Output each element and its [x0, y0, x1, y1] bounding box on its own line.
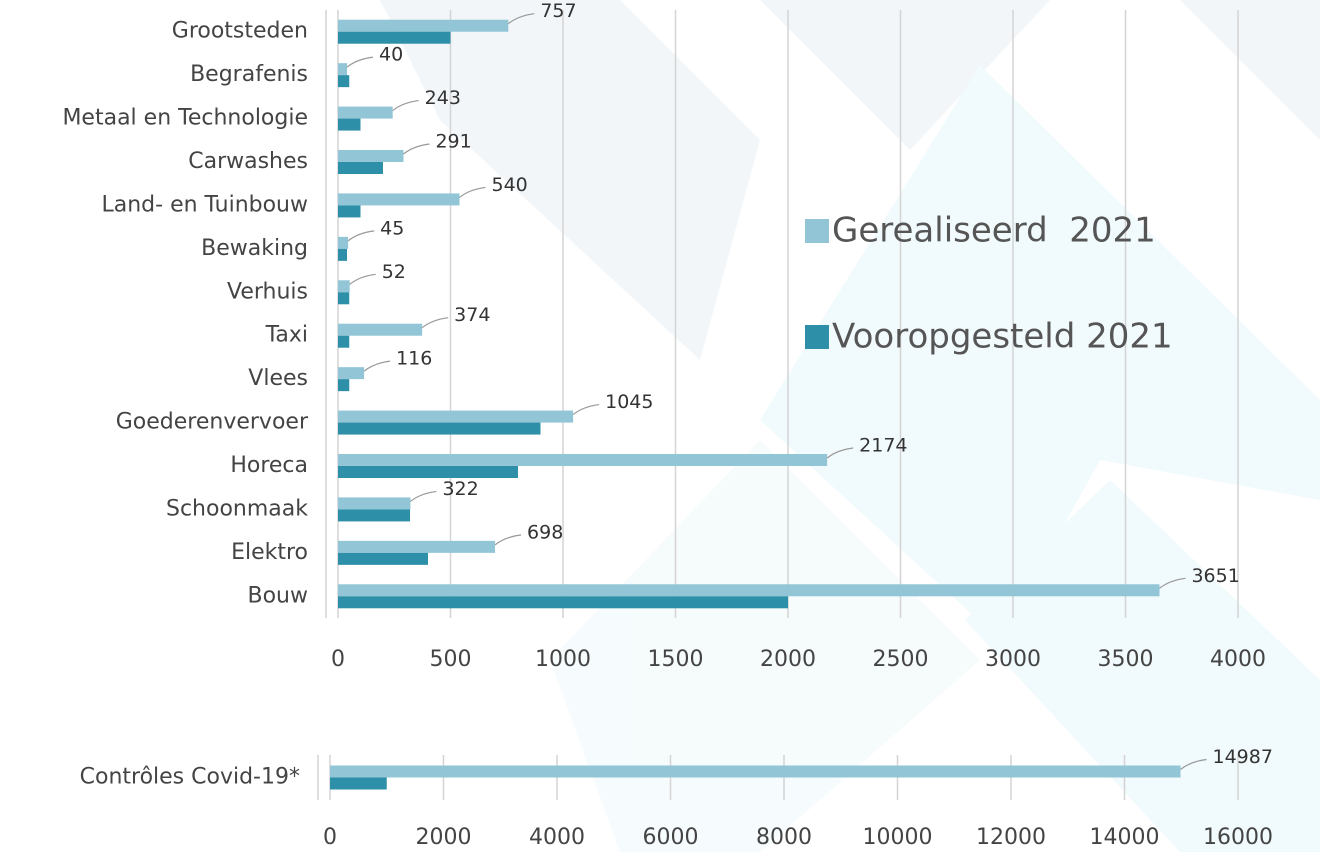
y-tick-label: Contrôles Covid-19* [80, 765, 300, 790]
legend-swatch [805, 219, 829, 243]
leader-line [494, 534, 522, 546]
bar [338, 596, 788, 609]
y-tick-label: Schoonmaak [166, 496, 308, 521]
legend-label: Vooropgesteld 2021 [832, 317, 1173, 357]
leader-line [392, 99, 419, 112]
legend-label: Gerealiseerd 2021 [832, 211, 1156, 251]
bar [338, 540, 496, 553]
data-label: 3651 [1191, 565, 1239, 587]
x-tick-label: 4000 [529, 825, 585, 850]
bar [338, 118, 361, 131]
leader-line [1180, 758, 1207, 770]
leader-line [347, 230, 375, 242]
leader-line [346, 56, 374, 68]
x-tick-label: 4000 [1210, 647, 1266, 672]
data-label: 116 [396, 348, 432, 370]
y-tick-label: Land- en Tuinbouw [101, 192, 308, 217]
bar [338, 19, 509, 32]
y-tick-label: Carwashes [188, 149, 308, 174]
leader-line [572, 403, 600, 416]
bar [338, 236, 349, 249]
x-tick-label: 0 [323, 825, 337, 850]
data-label: 2174 [859, 435, 907, 457]
x-tick-label: 3500 [1098, 647, 1154, 672]
bar [338, 367, 365, 380]
data-label: 757 [540, 0, 576, 22]
bar [330, 765, 1181, 778]
bar [338, 106, 393, 119]
x-tick-label: 14000 [1090, 825, 1160, 850]
x-tick-label: 0 [331, 647, 345, 672]
x-tick-label: 6000 [643, 825, 699, 850]
x-tick-label: 10000 [863, 825, 933, 850]
data-label: 52 [382, 261, 406, 283]
leader-line [410, 490, 437, 502]
x-tick-label: 1000 [535, 647, 591, 672]
bar [338, 280, 350, 293]
leader-line [507, 13, 535, 25]
data-label: 45 [380, 217, 404, 239]
data-label: 322 [442, 478, 478, 500]
data-label: 243 [425, 87, 461, 109]
data-label: 540 [492, 174, 528, 196]
y-tick-label: Grootsteden [172, 19, 308, 44]
y-tick-label: Horeca [230, 453, 308, 478]
bar [338, 162, 383, 174]
x-tick-label: 2000 [416, 825, 472, 850]
y-tick-label: Elektro [231, 540, 308, 565]
leader-line [826, 447, 854, 459]
bar [338, 379, 350, 392]
bar [338, 422, 541, 435]
data-label: 14987 [1213, 746, 1273, 768]
bar [330, 777, 387, 790]
y-tick-label: Verhuis [227, 279, 308, 304]
bar [338, 584, 1160, 597]
bar [338, 323, 423, 336]
bar [338, 150, 404, 162]
y-tick-label: Bouw [248, 583, 309, 608]
leader-line [1159, 577, 1186, 589]
bar [338, 552, 428, 565]
leader-line [459, 186, 486, 198]
x-tick-label: 3000 [985, 647, 1041, 672]
bar [338, 410, 574, 423]
y-tick-label: Metaal en Technologie [62, 106, 308, 131]
bar [338, 292, 350, 305]
data-label: 698 [527, 521, 563, 543]
leader-line [363, 360, 391, 372]
y-tick-label: Begrafenis [190, 62, 308, 87]
bar [338, 335, 350, 348]
y-tick-label: Vlees [248, 366, 308, 391]
data-label: 1045 [605, 391, 653, 413]
bar [338, 248, 347, 261]
bar [338, 509, 410, 522]
data-label: 291 [435, 131, 471, 153]
leader-line [349, 273, 376, 285]
y-tick-label: Goederenvervoer [116, 410, 309, 435]
x-tick-label: 2000 [760, 647, 816, 672]
x-tick-label: 8000 [756, 825, 812, 850]
bar [338, 75, 350, 88]
bar [338, 497, 411, 510]
y-tick-label: Bewaking [201, 236, 308, 261]
x-tick-label: 12000 [976, 825, 1046, 850]
bar [338, 63, 347, 76]
bar [338, 454, 828, 466]
x-tick-label: 2500 [873, 647, 929, 672]
leader-line [421, 317, 449, 329]
bar [338, 31, 451, 44]
legend-swatch [805, 325, 829, 349]
data-label: 374 [454, 304, 490, 326]
data-label: 40 [379, 44, 403, 66]
y-tick-label: Taxi [265, 323, 308, 348]
leader-line [403, 143, 430, 155]
x-tick-label: 16000 [1203, 825, 1273, 850]
x-tick-label: 500 [430, 647, 472, 672]
bar [338, 205, 361, 218]
x-tick-label: 1500 [648, 647, 704, 672]
bar [338, 466, 518, 478]
bar [338, 193, 460, 206]
